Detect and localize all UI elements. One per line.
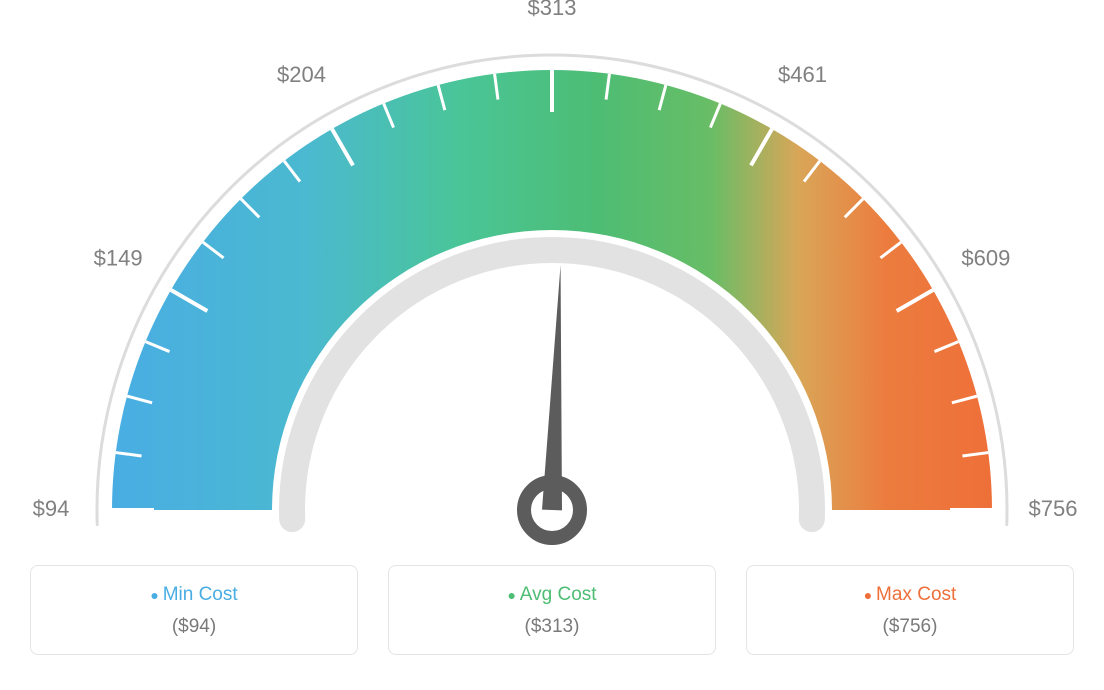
cost-gauge: $94 $149 $204 $313 $461 $609 $756 [0, 0, 1104, 560]
gauge-tick-label: $94 [33, 496, 70, 521]
gauge-tick-label: $204 [277, 62, 326, 87]
gauge-svg: $94 $149 $204 $313 $461 $609 $756 [0, 0, 1104, 560]
legend-value: ($94) [41, 616, 347, 638]
gauge-tick-label: $313 [528, 0, 577, 20]
legend-row: Min Cost ($94) Avg Cost ($313) Max Cost ($756… [0, 565, 1104, 655]
gauge-tick-label: $149 [94, 245, 143, 270]
legend-card-max: Max Cost ($756) [746, 565, 1074, 655]
gauge-tick-label: $756 [1029, 496, 1078, 521]
legend-value: ($313) [399, 616, 705, 638]
gauge-tick-label: $461 [778, 62, 827, 87]
legend-card-avg: Avg Cost ($313) [388, 565, 716, 655]
gauge-tick-label: $609 [961, 245, 1010, 270]
legend-label: Avg Cost [399, 584, 705, 606]
legend-label: Min Cost [41, 584, 347, 606]
legend-value: ($756) [757, 616, 1063, 638]
legend-label: Max Cost [757, 584, 1063, 606]
legend-card-min: Min Cost ($94) [30, 565, 358, 655]
